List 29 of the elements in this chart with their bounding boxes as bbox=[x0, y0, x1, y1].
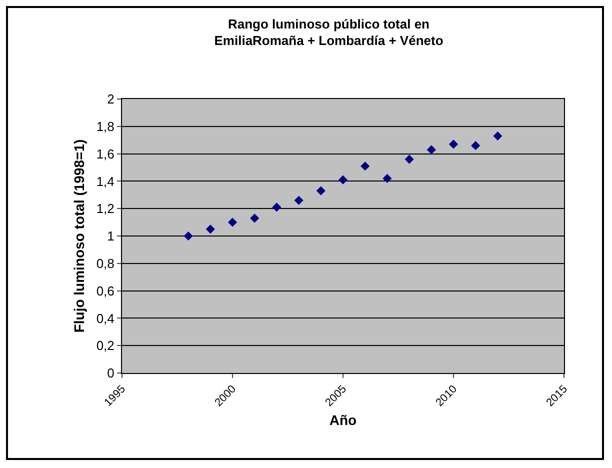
y-tick-label: 0 bbox=[107, 366, 114, 381]
y-tick-label: 1,2 bbox=[96, 201, 114, 216]
point bbox=[206, 224, 215, 234]
point bbox=[360, 162, 370, 171]
point bbox=[471, 141, 480, 150]
y-tick-label: 1 bbox=[107, 228, 114, 244]
point bbox=[493, 131, 502, 141]
y-tick-label: 0,2 bbox=[96, 338, 114, 354]
point bbox=[448, 140, 458, 149]
y-tick-label: 1,6 bbox=[96, 146, 114, 162]
y-tick-label: 1,4 bbox=[96, 174, 114, 189]
point bbox=[404, 154, 414, 164]
point bbox=[272, 202, 282, 212]
chart-title: Rango luminoso público total en EmiliaRomaña + Lombardía + Véneto bbox=[214, 16, 444, 48]
point bbox=[228, 218, 238, 227]
point bbox=[316, 186, 326, 196]
y-tick-label: 1,8 bbox=[96, 118, 114, 134]
x-axis-title: Año bbox=[329, 412, 357, 428]
point bbox=[426, 145, 436, 154]
point bbox=[382, 174, 392, 184]
y-tick-label: 2 bbox=[107, 92, 114, 107]
point bbox=[338, 175, 348, 184]
point bbox=[250, 214, 260, 223]
y-tick-label: 0,6 bbox=[96, 283, 114, 298]
y-tick-label: 0,4 bbox=[96, 310, 114, 326]
y-axis-title: Flujo luminoso total (1998=1) bbox=[71, 139, 87, 333]
point bbox=[294, 196, 304, 205]
y-tick-label: 0,8 bbox=[96, 256, 114, 271]
point bbox=[184, 231, 193, 241]
